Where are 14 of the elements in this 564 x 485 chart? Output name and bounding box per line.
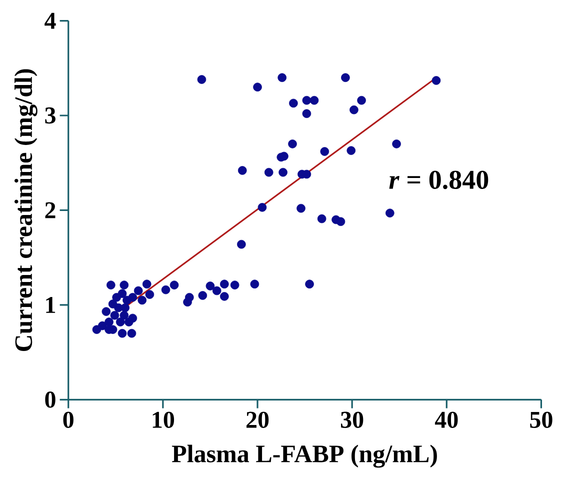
y-tick-label: 4 — [44, 12, 56, 29]
x-tick-label: 30 — [340, 412, 364, 428]
x-tick-label: 40 — [434, 412, 458, 428]
x-tick-label: 10 — [152, 412, 174, 428]
y-tick-label: 3 — [45, 107, 56, 124]
y-tick-label: 0 — [45, 391, 56, 408]
x-tick-label: 0 — [63, 412, 74, 428]
x-tick-label: 50 — [530, 412, 552, 428]
annotation: r = 0.840 — [389, 170, 488, 190]
x-tick-label: 20 — [246, 412, 269, 428]
y-tick-label: 2 — [45, 202, 56, 218]
y-tick-label: 1 — [46, 296, 56, 313]
y-axis-title: Current creatinine (mg/dl) — [14, 69, 38, 351]
x-axis-title: Plasma L-FABP (ng/mL) — [172, 444, 437, 468]
